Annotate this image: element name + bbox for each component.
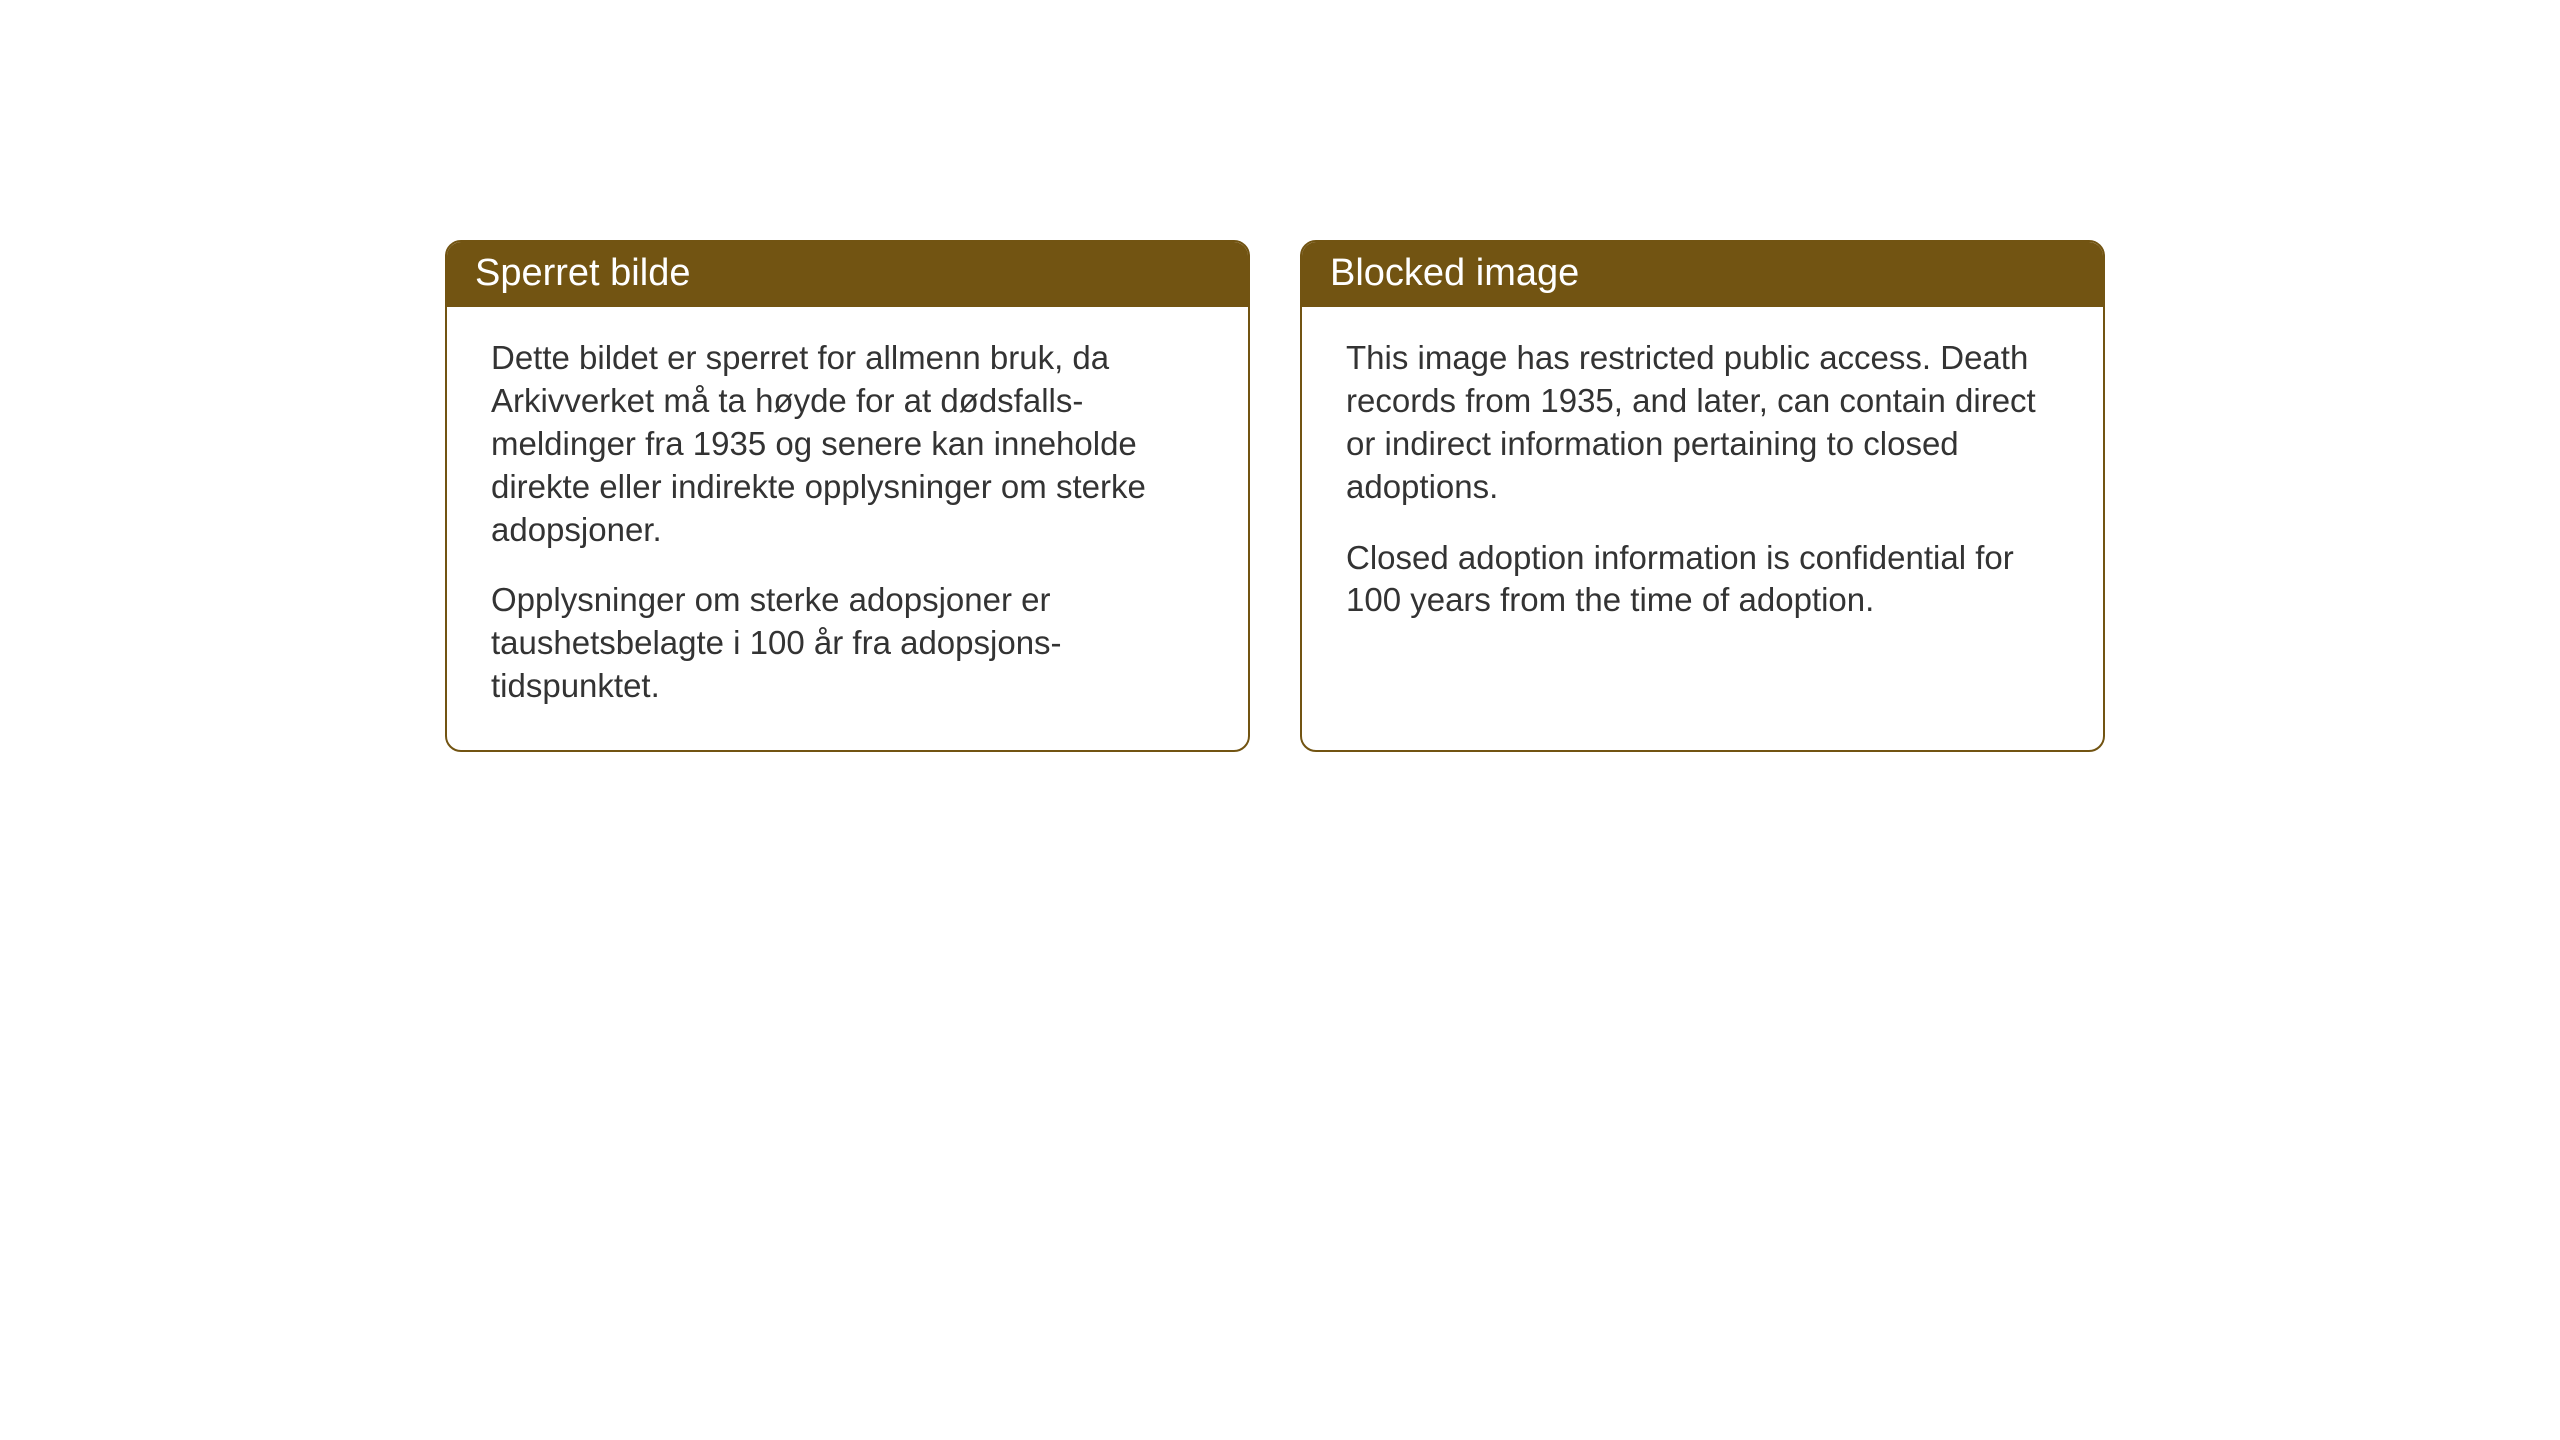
norwegian-paragraph-1: Dette bildet er sperret for allmenn bruk… xyxy=(491,337,1204,551)
norwegian-paragraph-2: Opplysninger om sterke adopsjoner er tau… xyxy=(491,579,1204,708)
norwegian-card-title: Sperret bilde xyxy=(447,242,1248,307)
english-paragraph-2: Closed adoption information is confident… xyxy=(1346,537,2059,623)
english-paragraph-1: This image has restricted public access.… xyxy=(1346,337,2059,509)
english-card: Blocked image This image has restricted … xyxy=(1300,240,2105,752)
norwegian-card: Sperret bilde Dette bildet er sperret fo… xyxy=(445,240,1250,752)
card-container: Sperret bilde Dette bildet er sperret fo… xyxy=(0,0,2560,752)
norwegian-card-body: Dette bildet er sperret for allmenn bruk… xyxy=(447,307,1248,750)
english-card-title: Blocked image xyxy=(1302,242,2103,307)
english-card-body: This image has restricted public access.… xyxy=(1302,307,2103,664)
